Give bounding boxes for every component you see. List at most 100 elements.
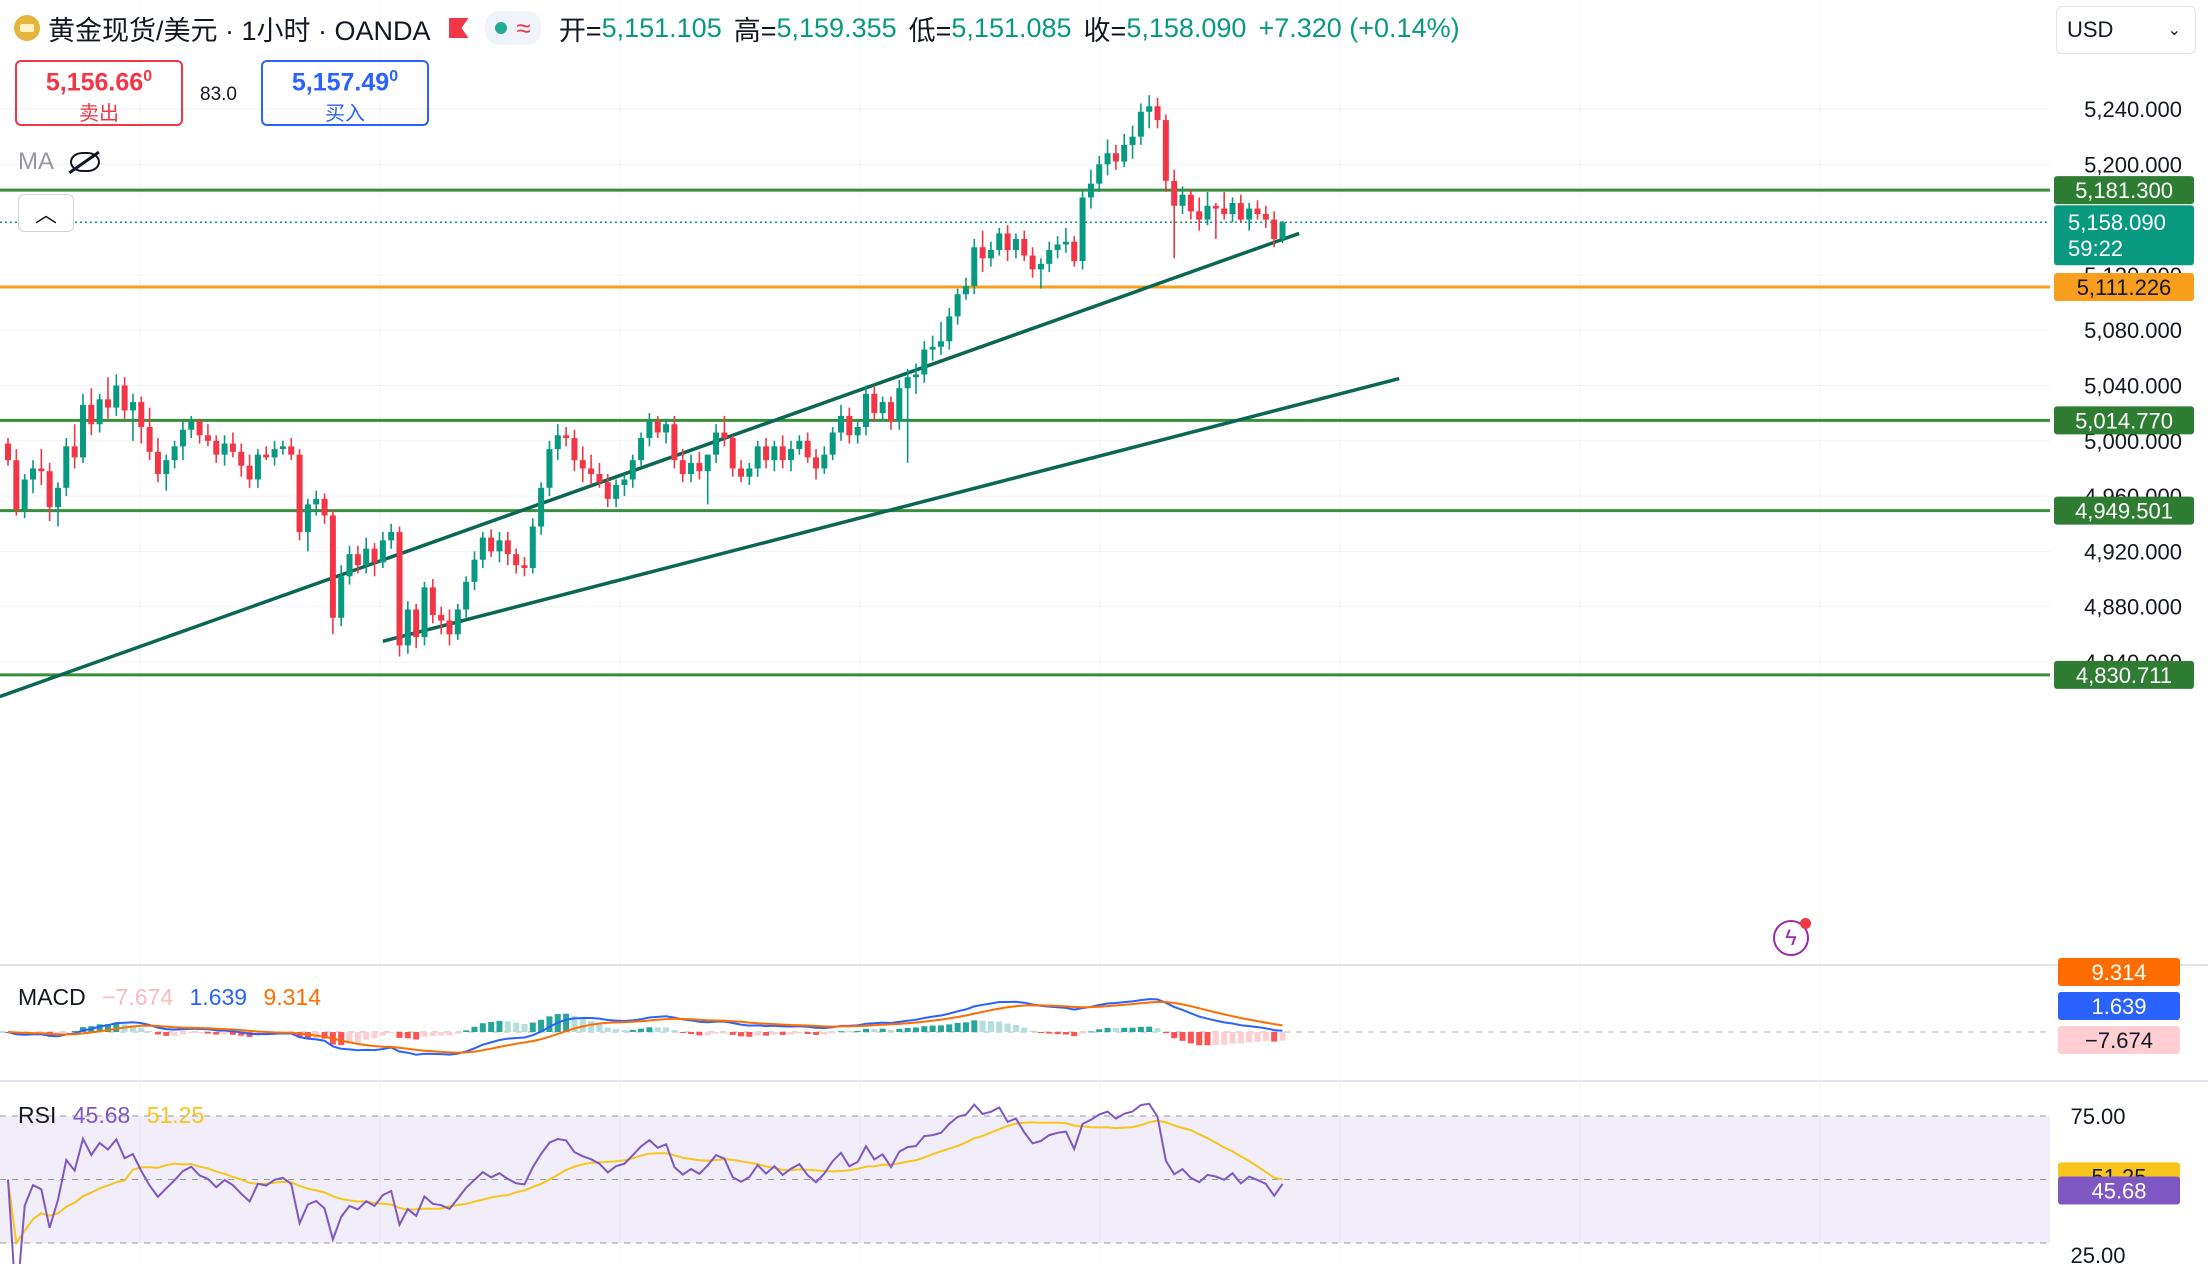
- macd-histogram-bar: [946, 1024, 953, 1032]
- symbol-title[interactable]: 黄金现货/美元 · 1小时 · OANDA: [48, 15, 431, 46]
- macd-histogram-bar: [171, 1032, 178, 1036]
- candle-body: [171, 446, 178, 461]
- macd-histogram-bar: [1229, 1032, 1236, 1044]
- candle-body: [71, 446, 78, 458]
- sell-button[interactable]: 5,156.660 卖出: [15, 60, 183, 126]
- candle-body: [763, 446, 770, 461]
- candle-body: [871, 393, 878, 414]
- macd-histogram-bar: [146, 1030, 153, 1032]
- macd-histogram-bar: [1246, 1032, 1253, 1043]
- candle-body: [446, 620, 453, 635]
- candle-body: [179, 429, 186, 447]
- macd-histogram-bar: [1012, 1025, 1019, 1032]
- macd-histogram-bar: [962, 1022, 969, 1032]
- candle-body: [13, 460, 20, 510]
- macd-histogram-bar: [904, 1027, 911, 1032]
- flag-icon[interactable]: [448, 18, 469, 38]
- macd-histogram-bar: [1062, 1032, 1069, 1035]
- candle-body: [238, 451, 245, 466]
- macd-histogram-bar: [862, 1028, 869, 1032]
- candle-body: [862, 393, 869, 427]
- chevron-up-icon: ︿: [34, 202, 57, 227]
- candle-body: [621, 479, 628, 486]
- market-status-pill[interactable]: ≈: [484, 11, 541, 45]
- last-price-label: 5,158.090: [2068, 210, 2166, 235]
- macd-histogram-bar: [513, 1022, 520, 1032]
- macd-axis-label: −7.674: [2085, 1028, 2153, 1053]
- candle-body: [1179, 194, 1186, 206]
- candle-body: [188, 421, 195, 430]
- candle-body: [96, 399, 103, 425]
- candle-body: [1279, 222, 1286, 239]
- candle-body: [1121, 144, 1128, 162]
- macd-histogram-bar: [871, 1028, 878, 1032]
- macd-line: [7, 998, 1283, 1056]
- candle-body: [954, 294, 961, 317]
- candle-body: [163, 460, 170, 474]
- candle-body: [404, 609, 411, 646]
- macd-histogram-bar: [613, 1029, 620, 1032]
- buy-button[interactable]: 5,157.490 买入: [261, 60, 429, 126]
- y-tick-label: 5,080.000: [2084, 318, 2182, 343]
- candle-body: [1012, 238, 1019, 251]
- open-value: 5,151.105: [601, 12, 722, 43]
- candle-body: [1062, 241, 1069, 245]
- macd-histogram-bar: [788, 1032, 795, 1035]
- macd-histogram-bar: [771, 1032, 778, 1035]
- macd-signal-line: [7, 1000, 1283, 1054]
- candle-body: [1221, 208, 1228, 215]
- rsi-label: RSI: [18, 1102, 57, 1128]
- macd-histogram-bar: [604, 1027, 611, 1032]
- macd-histogram-bar: [1104, 1027, 1111, 1032]
- macd-histogram-bar: [1046, 1032, 1053, 1034]
- macd-histogram-bar: [388, 1032, 395, 1034]
- macd-histogram-bar: [654, 1027, 661, 1032]
- candle-body: [263, 454, 270, 458]
- macd-histogram-bar: [1137, 1026, 1144, 1032]
- lightning-alert-icon[interactable]: ϟ: [1773, 918, 1811, 956]
- chart-header: 黄金现货/美元 · 1小时 · OANDA ≈ 开= 5,151.105 高= 5,…: [14, 8, 1472, 48]
- candle-body: [604, 482, 611, 499]
- candle-body: [962, 285, 969, 295]
- ma-indicator[interactable]: MA: [18, 148, 100, 176]
- candle-body: [354, 554, 361, 566]
- candle-body: [1187, 194, 1194, 212]
- candle-body: [421, 587, 428, 638]
- candle-body: [271, 449, 278, 458]
- candle-body: [138, 402, 145, 427]
- macd-histogram-bar: [846, 1031, 853, 1033]
- candle-body: [946, 316, 953, 342]
- candle-body: [479, 537, 486, 560]
- eye-hidden-icon[interactable]: [70, 152, 100, 172]
- macd-histogram-bar: [954, 1022, 961, 1032]
- macd-legend[interactable]: MACD −7.674 1.639 9.314: [18, 984, 331, 1011]
- macd-hist-value: −7.674: [102, 984, 174, 1010]
- candle-body: [363, 548, 370, 566]
- macd-histogram-bar: [1079, 1032, 1086, 1034]
- candle-body: [754, 446, 761, 469]
- level-price-label: 4,830.711: [2076, 663, 2172, 688]
- candle-body: [987, 250, 994, 259]
- candle-body: [1112, 153, 1119, 162]
- candle-body: [371, 548, 378, 563]
- candle-body: [21, 479, 28, 510]
- macd-histogram-bar: [621, 1030, 628, 1032]
- currency-select[interactable]: USD ⌄: [2056, 6, 2196, 54]
- rsi-value: 45.68: [72, 1102, 131, 1128]
- macd-label: MACD: [18, 984, 86, 1010]
- level-price-label: 5,181.300: [2075, 178, 2173, 203]
- macd-histogram-bar: [754, 1032, 761, 1036]
- macd-histogram-bar: [1237, 1032, 1244, 1044]
- macd-histogram-bar: [987, 1021, 994, 1032]
- level-price-label: 4,949.501: [2075, 499, 2173, 524]
- candle-body: [279, 446, 286, 450]
- candle-body: [246, 465, 253, 480]
- macd-pane: [0, 998, 2050, 1056]
- collapse-legend-button[interactable]: ︿: [18, 194, 74, 232]
- macd-histogram-bar: [971, 1020, 978, 1032]
- rsi-legend[interactable]: RSI 45.68 51.25: [18, 1102, 214, 1129]
- spread-value: 83.0: [200, 84, 237, 105]
- candles: [5, 95, 1286, 657]
- countdown-label: 59:22: [2068, 236, 2123, 261]
